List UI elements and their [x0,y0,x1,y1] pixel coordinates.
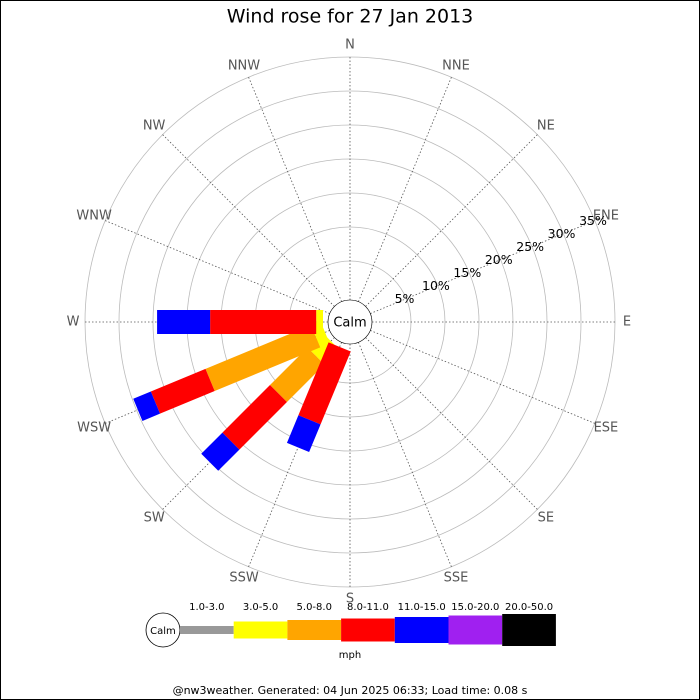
legend-label: 15.0-20.0 [451,602,499,613]
legend-calm-label: Calm [150,626,176,637]
wind-bar [270,347,325,402]
legend-label: 1.0-3.0 [189,602,224,613]
calm-label: Calm [333,316,366,331]
ring-label: 35% [579,213,607,228]
ring [118,90,582,554]
direction-label: NNW [228,59,260,74]
legend-unit: mph [339,650,361,661]
wind-bar [157,310,211,334]
direction-label: SSE [444,570,469,585]
wind-bar [286,415,321,453]
rose: N NNE NE ENE E ESE SE SSE S SSW SW WSW W WNW NW NNW Calm… [67,38,632,607]
legend-swatch [233,621,288,639]
ring-label: 10% [422,278,450,293]
legend-label: 11.0-15.0 [398,602,446,613]
direction-label: N [345,38,355,53]
wind-bar [222,385,287,450]
footer: @nw3weather. Generated: 04 Jun 2025 06:3… [173,684,528,697]
legend-swatch [502,614,556,646]
legend-label: 3.0-5.0 [243,602,278,613]
direction-label: ENE [593,208,619,223]
wind-bar [133,391,161,421]
calm-circle [327,299,373,345]
wind-bar [298,342,351,425]
wind-bar [316,310,323,334]
direction-label: WSW [77,421,111,436]
wind-bar [205,325,321,392]
legend: Calm 1.0-3.0 3.0-5.0 5.0-8.0 8.0-11.0 11.0-15… [145,602,556,648]
ring-label: 30% [548,226,576,241]
direction-label: ESE [594,421,619,436]
direction-label: E [623,315,631,330]
ring-label: 25% [516,239,544,254]
direction-label: SE [538,510,554,525]
wind-bar [201,432,240,471]
legend-label: 20.0-50.0 [505,602,553,613]
direction-label: S [346,592,354,607]
legend-swatch [341,618,395,642]
ring-label: 20% [485,252,513,267]
legend-swatch [448,615,503,645]
legend-swatch [287,620,342,640]
legend-swatch [394,617,449,643]
wind-bar [150,368,215,414]
direction-label: W [67,315,80,330]
direction-label: NW [143,119,166,134]
direction-label: NNE [442,59,470,74]
legend-label: 8.0-11.0 [347,602,389,613]
wind-bar [210,310,317,334]
ring-label: 5% [395,291,415,306]
direction-label: SSW [229,570,259,585]
direction-label: SW [144,510,165,525]
legend-label: 5.0-8.0 [297,602,332,613]
legend-swatch [180,626,234,634]
direction-label: WNW [76,208,112,223]
direction-label: NE [537,119,555,134]
chart-title: Wind rose for 27 Jan 2013 [227,6,474,28]
ring-label: 15% [453,265,481,280]
